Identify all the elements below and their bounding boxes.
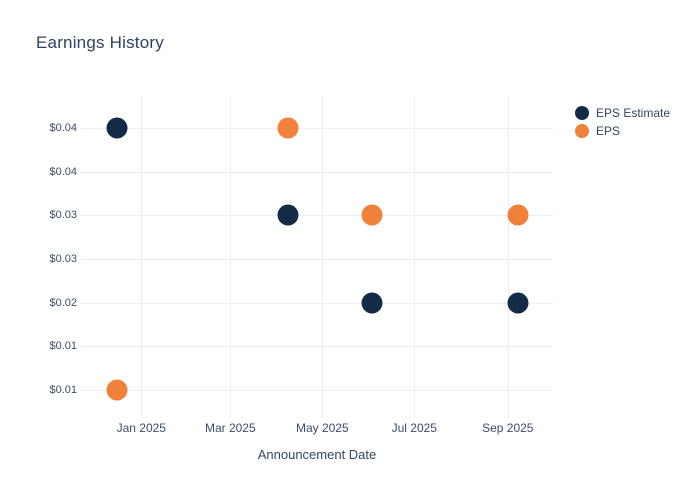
h-gridline (81, 128, 553, 130)
y-tick-label: $0.04 (49, 122, 77, 135)
y-tick-label: $0.04 (49, 165, 77, 178)
h-gridline (81, 259, 553, 260)
h-gridline (81, 389, 553, 391)
v-gridline (141, 95, 143, 418)
legend-label: EPS (596, 124, 621, 138)
scatter-point-eps[interactable] (277, 117, 299, 139)
scatter-point-eps-estimate[interactable] (361, 292, 383, 314)
y-tick-label: $0.01 (49, 340, 77, 353)
x-axis-title: Announcement Date (257, 447, 377, 462)
x-tick-label: May 2025 (295, 421, 349, 435)
scatter-point-eps[interactable] (507, 204, 529, 226)
scatter-point-eps[interactable] (106, 379, 128, 401)
y-tick-label: $0.03 (49, 253, 77, 265)
x-tick-label: Jul 2025 (391, 421, 437, 435)
legend-item-eps-estimate[interactable]: EPS Estimate (575, 104, 670, 122)
h-gridline (81, 215, 553, 217)
legend-label: EPS Estimate (596, 106, 671, 120)
v-gridline (414, 95, 416, 418)
y-tick-label: $0.01 (49, 383, 77, 396)
x-tick-label: Jan 2025 (116, 421, 166, 435)
legend-marker-icon (575, 106, 589, 120)
h-gridline (81, 346, 553, 348)
v-gridline (507, 95, 509, 418)
x-tick-label: Mar 2025 (204, 421, 256, 435)
legend-item-eps[interactable]: EPS (575, 122, 670, 140)
h-gridline (81, 302, 553, 304)
y-axis-tick-labels: $0.04 $0.04 $0.03 $0.03 $0.02 $0.01 $0.01 (0, 95, 77, 410)
legend: EPS Estimate EPS (575, 104, 670, 140)
x-tick-label: Sep 2025 (482, 421, 534, 435)
scatter-point-eps-estimate[interactable] (507, 292, 529, 314)
scatter-point-eps-estimate[interactable] (277, 204, 299, 226)
plot-area (81, 95, 553, 418)
v-gridline (322, 95, 324, 418)
y-tick-label: $0.03 (49, 209, 77, 222)
x-axis-tick-labels: Jan 2025 Mar 2025 May 2025 Jul 2025 Sep 2025 (81, 420, 553, 436)
scatter-point-eps[interactable] (361, 204, 383, 226)
y-tick-label: $0.02 (49, 296, 77, 309)
chart-title: Earnings History (36, 33, 164, 52)
scatter-point-eps-estimate[interactable] (106, 117, 128, 139)
h-gridline (81, 171, 553, 173)
legend-marker-icon (575, 124, 589, 138)
v-gridline (230, 95, 232, 418)
